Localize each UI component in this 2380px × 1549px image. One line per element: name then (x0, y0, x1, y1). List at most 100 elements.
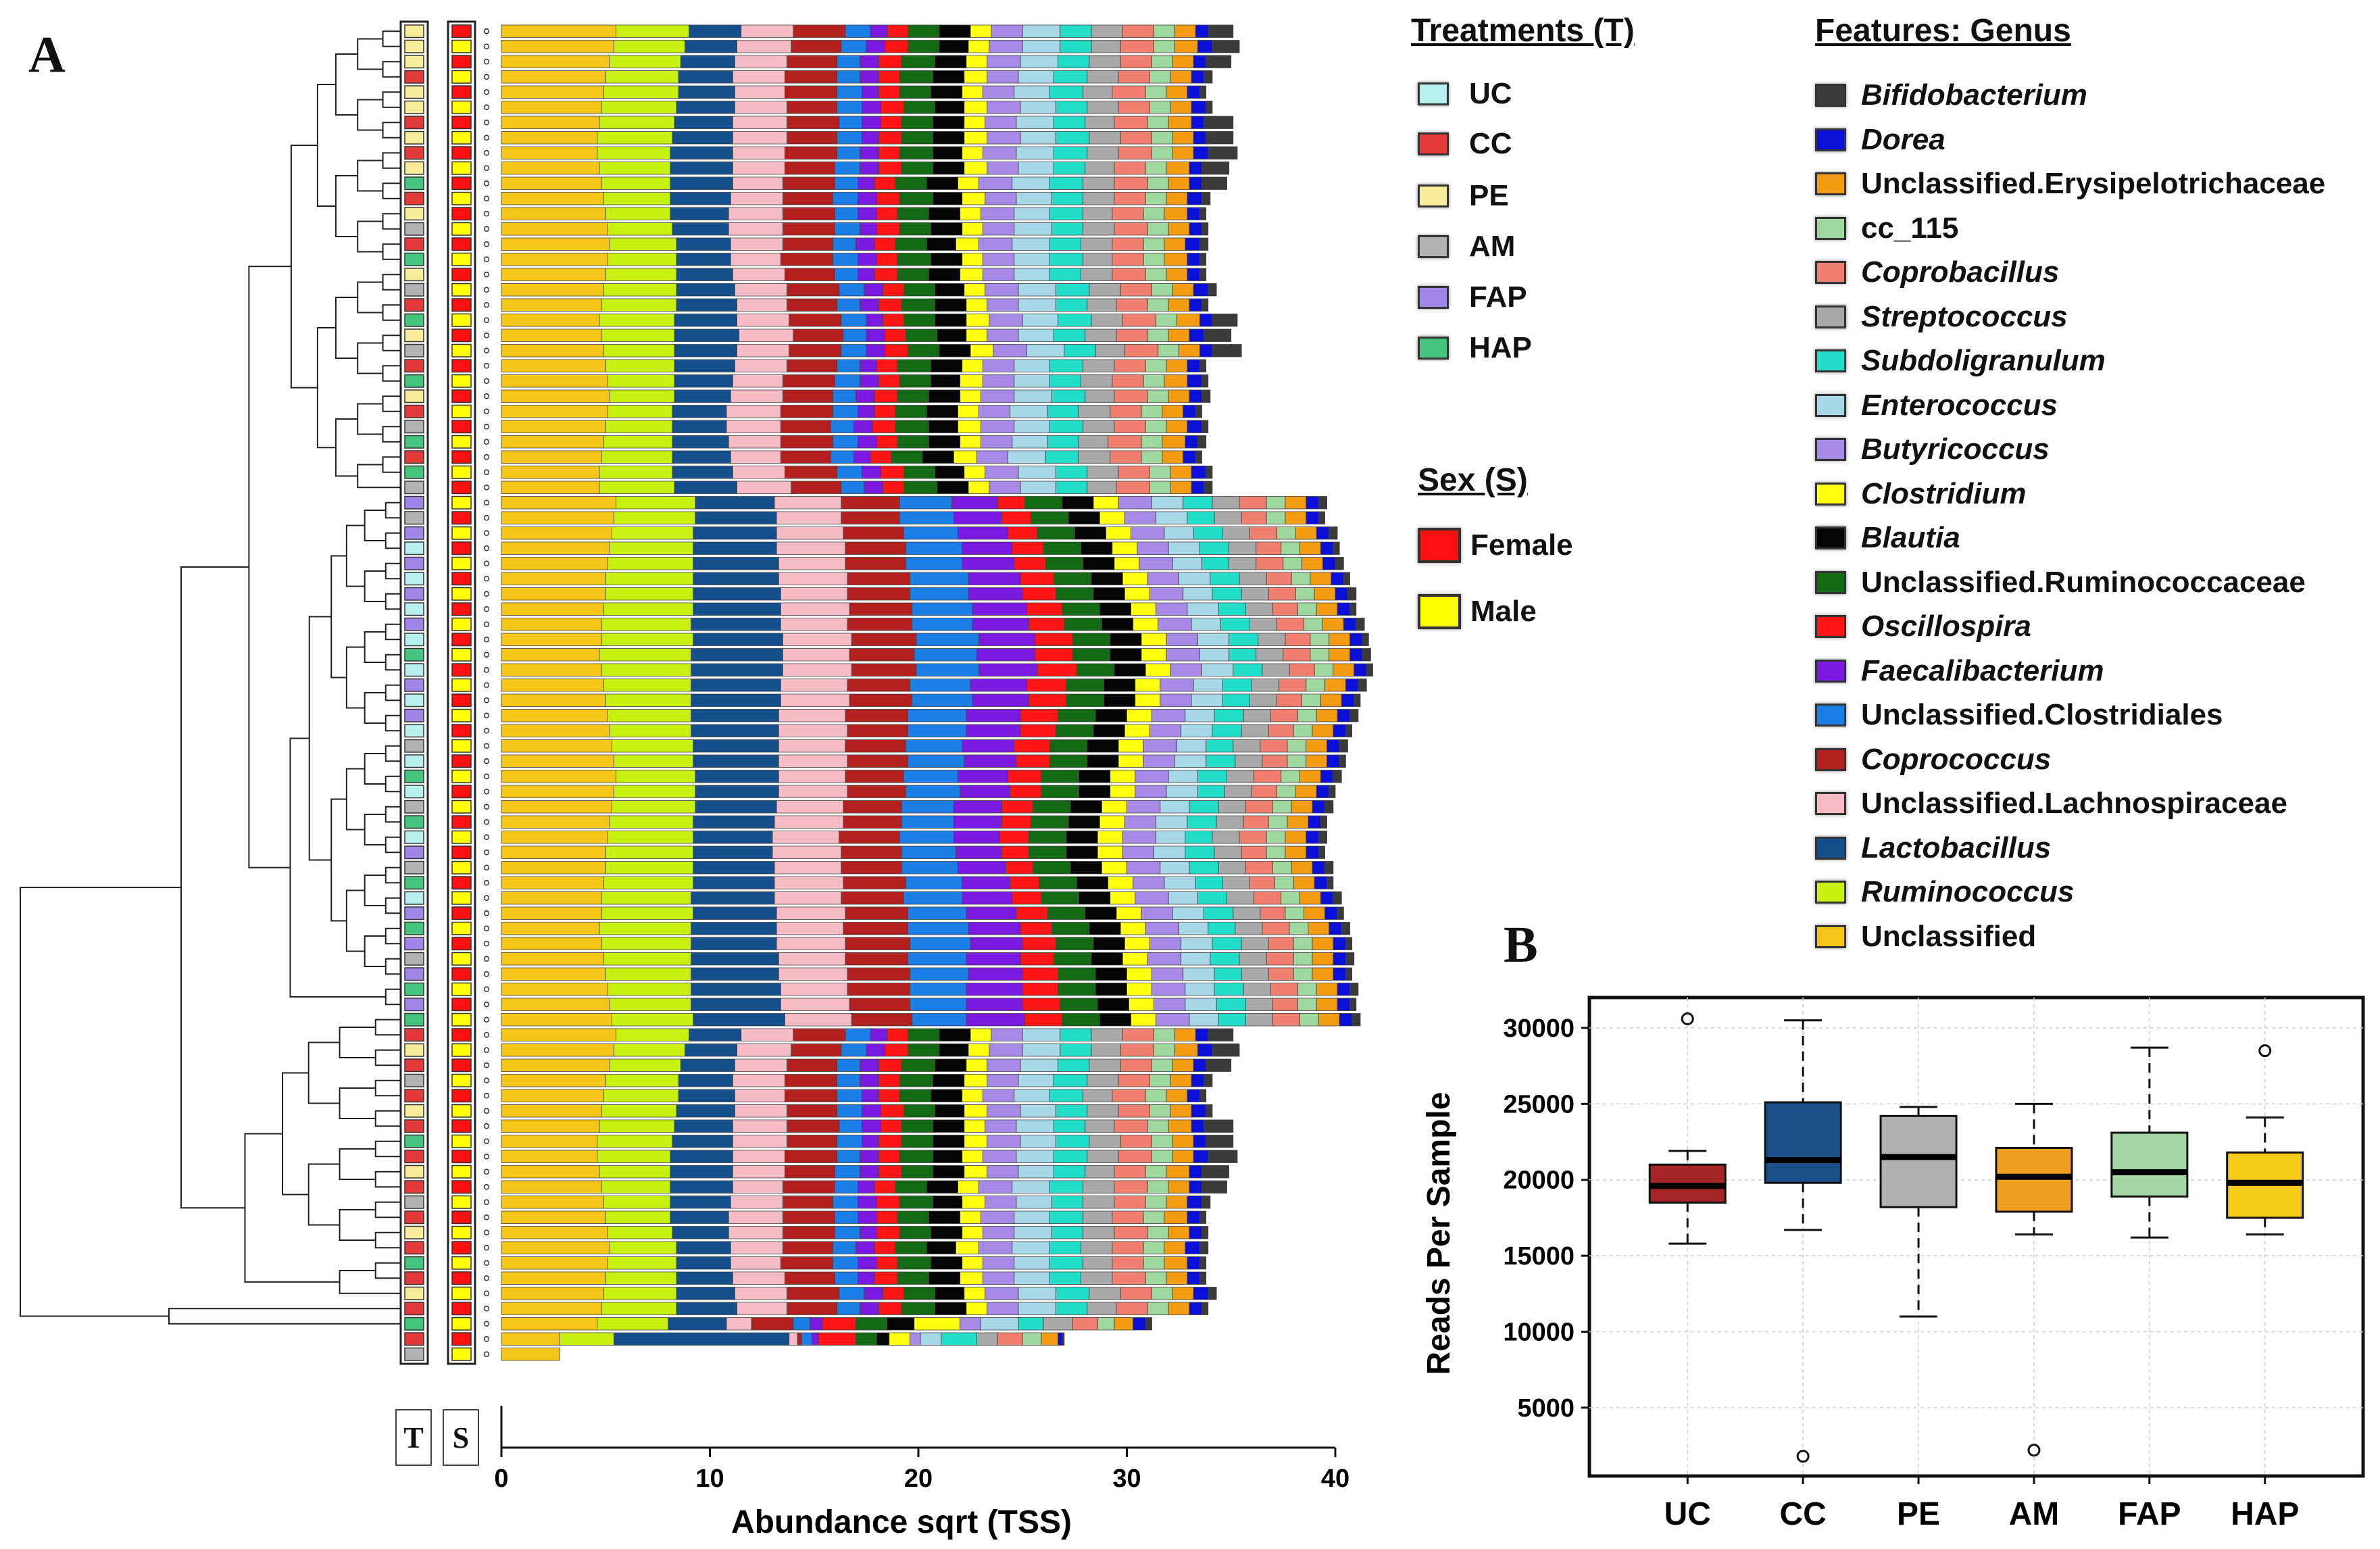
dendrogram (20, 30, 400, 1325)
bar-segment (878, 131, 902, 145)
bar-segment (1089, 283, 1121, 297)
bar-segment (916, 633, 979, 646)
bar-segment (847, 754, 908, 768)
bar-segment (695, 770, 779, 783)
bar-segment (674, 328, 740, 342)
bar-segment (614, 1043, 685, 1057)
bar-segment (903, 101, 936, 114)
bar-segment (1018, 1074, 1054, 1087)
bar-segment (1189, 1226, 1202, 1239)
bar-segment (968, 587, 1023, 601)
bar-segment (1191, 1119, 1205, 1133)
bar-segment (1226, 770, 1255, 783)
bar-segment (1168, 328, 1190, 342)
bar-segment (1081, 374, 1113, 388)
sample-tip (483, 120, 490, 126)
bar-segment (614, 754, 694, 768)
bar-segment (835, 207, 858, 220)
bar-segment (862, 1135, 879, 1148)
bar-segment (1116, 1302, 1148, 1315)
bar-segment (733, 374, 783, 388)
bar-segment (1012, 891, 1042, 905)
dendrogram-branch (364, 510, 386, 541)
sample-tip (483, 819, 490, 825)
bar-segment (1118, 466, 1150, 479)
bar-segment (676, 1104, 735, 1118)
sample-tip (483, 804, 490, 810)
bar-segment (837, 146, 861, 159)
dendrogram-branch (357, 220, 383, 253)
sample-tip (483, 226, 490, 232)
bar-segment (793, 328, 844, 342)
bar-segment (691, 663, 783, 677)
bar-segment (1249, 526, 1278, 540)
bar-segment (1112, 207, 1144, 220)
bar-segment (1239, 952, 1267, 966)
bar-segment (787, 131, 838, 145)
bar-segment (1316, 526, 1330, 540)
sex-cell (451, 754, 472, 768)
bar-segment (1229, 648, 1257, 662)
legend-item-unclassified-lachnospiraceae: Unclassified.Lachnospiraceae (1815, 787, 2287, 820)
bar-segment (501, 861, 606, 875)
bar-segment (931, 85, 963, 99)
bar-segment (960, 268, 984, 281)
bar-segment (605, 1210, 671, 1224)
bar-segment (776, 800, 844, 814)
sex-cell (451, 526, 472, 540)
bar-segment (1187, 192, 1202, 205)
bar-segment (783, 633, 852, 646)
box-hap (2226, 1044, 2304, 1236)
bar-segment (956, 237, 979, 251)
bar-segment (501, 724, 610, 737)
bar-segment (1083, 1089, 1113, 1102)
bar-segment (676, 253, 731, 266)
bar-segment (693, 845, 773, 859)
sex-cell (451, 481, 472, 495)
bar-segment (695, 511, 777, 524)
sample-tip (483, 134, 490, 141)
legend-label: Unclassified.Lachnospiraceae (1861, 787, 2287, 820)
bar-segment (899, 1074, 933, 1087)
sex-cell (451, 176, 472, 191)
bar-segment (1056, 1104, 1088, 1118)
bar-segment (1058, 314, 1092, 327)
bar-segment (1164, 374, 1188, 388)
sex-cell (451, 313, 472, 327)
bar-segment (964, 162, 988, 175)
bar-segment (1337, 602, 1350, 616)
bar-segment (1110, 785, 1136, 798)
bar-segment (1162, 450, 1184, 464)
bar-segment (1083, 207, 1113, 220)
bar-segment (1018, 70, 1054, 84)
bar-segment (1126, 983, 1152, 996)
bar-segment (1026, 679, 1067, 692)
bar-segment (964, 283, 986, 297)
bar-segment (968, 572, 1021, 585)
treatment-cell (404, 268, 424, 282)
bar-segment (1051, 1226, 1084, 1239)
bar-segment (1147, 1302, 1169, 1315)
bar-segment (1114, 1180, 1148, 1194)
bar-segment (1281, 770, 1300, 783)
bar-segment (603, 192, 671, 205)
bar-segment (733, 116, 788, 129)
bar-segment (1022, 983, 1059, 996)
treatment-cell (404, 116, 424, 130)
bar-segment (876, 435, 898, 449)
bar-segment (680, 55, 735, 68)
bar-segment (607, 374, 675, 388)
bar-segment (1014, 374, 1050, 388)
bar-segment (737, 40, 792, 53)
bar-segment (774, 496, 842, 510)
bar-segment (897, 207, 929, 220)
bar-segment (678, 1089, 735, 1102)
bar-segment (1114, 222, 1148, 236)
bar-segment (733, 1165, 785, 1179)
bar-segment (678, 70, 733, 84)
bar-segment (1333, 541, 1340, 555)
bar-segment (906, 557, 963, 570)
bar-segment (791, 481, 842, 494)
bar-segment (735, 1287, 788, 1300)
